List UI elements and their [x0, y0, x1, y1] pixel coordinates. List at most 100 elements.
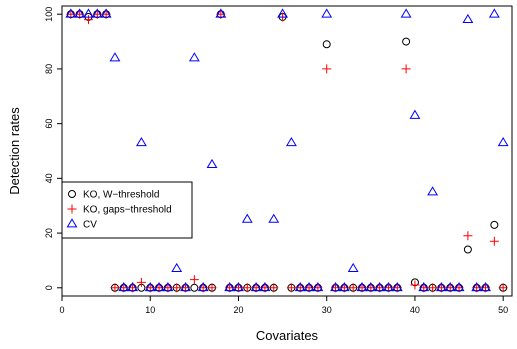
legend-label-triangle: CV — [83, 220, 97, 231]
point-triangle — [444, 282, 456, 292]
point-triangle — [135, 137, 147, 147]
legend: KO, W−threshold KO, gaps−threshold CV — [61, 181, 193, 239]
point-triangle — [427, 186, 439, 196]
point-triangle — [312, 282, 324, 292]
point-triangle — [197, 282, 209, 292]
point-triangle — [268, 213, 280, 223]
point-circle — [463, 245, 472, 254]
x-tick-label: 10 — [145, 305, 155, 315]
plot-frame — [61, 5, 513, 297]
point-plus — [242, 283, 252, 293]
legend-symbol-circle — [68, 190, 76, 198]
point-triangle — [356, 282, 368, 292]
point-triangle — [233, 282, 244, 292]
point-triangle — [409, 109, 421, 119]
point-triangle — [250, 282, 262, 292]
point-plus — [322, 64, 332, 74]
point-triangle — [347, 262, 359, 273]
y-tick-label: 0 — [44, 285, 54, 290]
point-triangle — [480, 282, 491, 292]
point-triangle — [294, 282, 306, 292]
point-plus — [172, 283, 182, 293]
point-triangle — [365, 282, 377, 292]
point-triangle — [100, 8, 112, 18]
point-triangle — [418, 282, 430, 292]
series-circle — [66, 10, 508, 292]
data-points — [65, 8, 509, 293]
point-plus — [401, 64, 411, 74]
point-plus — [207, 283, 217, 293]
point-triangle — [259, 282, 271, 292]
point-plus — [136, 277, 146, 287]
point-triangle — [374, 282, 386, 292]
point-circle — [490, 220, 499, 229]
x-tick-label: 0 — [59, 305, 64, 315]
point-triangle — [435, 282, 447, 292]
point-circle — [322, 40, 331, 49]
point-triangle — [471, 282, 483, 292]
y-tick-label: 60 — [44, 119, 54, 129]
series-triangle — [65, 8, 509, 292]
point-triangle — [497, 137, 509, 147]
legend-box — [61, 181, 193, 239]
point-plus — [498, 283, 508, 293]
point-triangle — [171, 262, 183, 273]
point-triangle — [162, 282, 174, 292]
x-tick-label: 50 — [498, 305, 508, 315]
point-plus — [269, 283, 279, 293]
point-triangle — [400, 8, 412, 18]
point-triangle — [391, 282, 403, 292]
point-triangle — [188, 52, 200, 62]
point-triangle — [383, 282, 394, 292]
y-tick-label: 80 — [44, 64, 54, 74]
x-tick-label: 40 — [410, 305, 420, 315]
y-axis: 0 20 40 60 80 100 — [44, 7, 62, 290]
point-plus — [428, 283, 438, 293]
x-tick-label: 20 — [233, 305, 243, 315]
point-triangle — [224, 282, 236, 292]
point-triangle — [109, 52, 121, 62]
point-triangle — [453, 282, 465, 292]
point-triangle — [338, 282, 350, 292]
point-triangle — [462, 13, 474, 24]
point-triangle — [206, 158, 218, 169]
point-plus — [348, 283, 358, 293]
legend-label-plus: KO, gaps−threshold — [83, 205, 172, 216]
y-tick-label: 100 — [44, 7, 54, 22]
point-triangle — [321, 8, 333, 18]
point-triangle — [241, 213, 253, 223]
series-plus — [66, 9, 508, 293]
y-tick-label: 40 — [44, 173, 54, 183]
point-triangle — [215, 8, 227, 18]
point-triangle — [83, 8, 94, 18]
y-axis-title: Detection rates — [7, 107, 22, 195]
point-plus — [410, 280, 420, 290]
x-axis: 0 10 20 30 40 50 — [59, 296, 508, 315]
point-triangle — [144, 282, 156, 292]
point-triangle — [153, 282, 165, 292]
point-triangle — [180, 282, 191, 292]
point-triangle — [65, 8, 77, 18]
point-plus — [463, 231, 473, 241]
point-circle — [402, 37, 411, 46]
legend-label-circle: KO, W−threshold — [83, 190, 159, 201]
point-triangle — [303, 282, 315, 292]
x-tick-label: 30 — [322, 305, 332, 315]
point-triangle — [330, 282, 341, 292]
legend-symbol-plus — [67, 204, 77, 214]
point-circle — [190, 283, 199, 292]
legend-symbol-triangle — [66, 218, 78, 228]
point-plus — [110, 283, 120, 293]
y-tick-label: 20 — [44, 228, 54, 238]
point-triangle — [127, 282, 139, 292]
x-axis-title: Covariates — [256, 328, 319, 343]
point-plus — [189, 275, 199, 285]
point-triangle — [285, 137, 297, 147]
point-plus — [489, 236, 499, 246]
point-triangle — [91, 8, 103, 18]
point-triangle — [277, 8, 289, 18]
point-triangle — [74, 8, 86, 18]
point-triangle — [488, 8, 500, 18]
point-triangle — [118, 282, 130, 292]
